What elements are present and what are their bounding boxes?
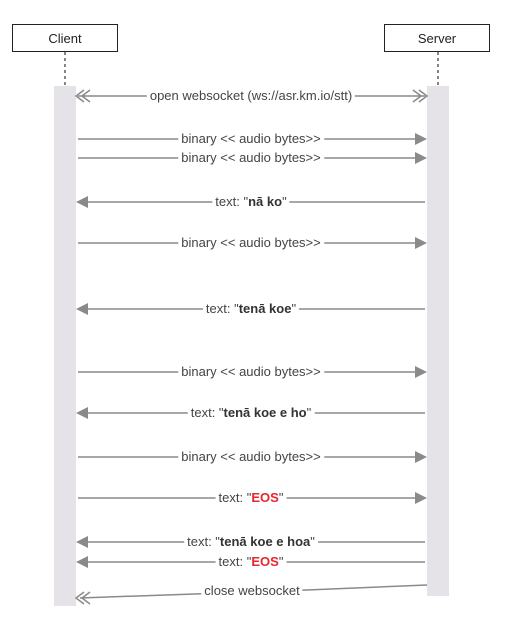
- message-label-5: text: "tenā koe": [202, 301, 300, 317]
- server-lifeline: [427, 86, 449, 596]
- async-arrowhead-0: [418, 89, 429, 103]
- message-label-prefix: binary << audio bytes>>: [181, 131, 321, 146]
- message-line-12: [306, 584, 428, 591]
- message-label-prefix: text: ": [187, 534, 220, 549]
- message-label-12: close websocket: [201, 583, 303, 599]
- message-label-prefix: binary << audio bytes>>: [181, 449, 321, 464]
- message-label-prefix: text: ": [190, 405, 224, 420]
- arrowhead-2: [415, 152, 427, 164]
- server-participant-box: Server: [384, 24, 490, 52]
- message-label-11: text: "EOS": [215, 554, 287, 570]
- async-arrowhead-12: [80, 591, 91, 605]
- arrowhead-3: [76, 196, 88, 208]
- message-label-prefix: close websocket: [204, 583, 300, 598]
- server-label: Server: [417, 30, 457, 46]
- client-label: Client: [48, 30, 82, 46]
- arrowhead-9: [415, 492, 427, 504]
- message-label-suffix: ": [291, 301, 297, 316]
- message-label-8: binary << audio bytes>>: [178, 449, 324, 465]
- message-label-prefix: open websocket (ws://asr.km.io/stt): [149, 88, 353, 103]
- message-label-4: binary << audio bytes>>: [178, 235, 324, 251]
- arrowhead-11: [76, 556, 88, 568]
- arrowhead-10: [76, 536, 88, 548]
- message-label-suffix: ": [306, 405, 312, 420]
- arrowhead-4: [415, 237, 427, 249]
- message-label-9: text: "EOS": [215, 490, 287, 506]
- message-label-bold-text: tenā koe e hoa: [219, 534, 311, 549]
- message-label-prefix: binary << audio bytes>>: [181, 235, 321, 250]
- message-label-2: binary << audio bytes>>: [178, 150, 324, 166]
- message-label-6: binary << audio bytes>>: [178, 364, 324, 380]
- message-label-prefix: text: ": [205, 301, 239, 316]
- message-label-3: text: "nā ko": [212, 194, 290, 210]
- message-label-suffix: ": [278, 490, 284, 505]
- message-label-eos-text: EOS: [251, 490, 279, 505]
- message-label-prefix: text: ": [218, 490, 252, 505]
- async-arrowhead-12: [74, 591, 85, 605]
- message-label-bold-text: tenā koe e ho: [223, 405, 307, 420]
- message-label-suffix: ": [282, 194, 287, 209]
- message-label-bold-text: tenā koe: [238, 301, 292, 316]
- message-label-bold-text: nā ko: [248, 194, 283, 209]
- async-arrowhead-0: [412, 89, 423, 103]
- message-label-eos-text: EOS: [251, 554, 279, 569]
- async-arrowhead-0: [74, 89, 85, 103]
- arrowhead-6: [415, 366, 427, 378]
- arrowhead-1: [415, 133, 427, 145]
- arrowhead-8: [415, 451, 427, 463]
- message-label-0: open websocket (ws://asr.km.io/stt): [146, 88, 356, 104]
- message-label-1: binary << audio bytes>>: [178, 131, 324, 147]
- message-label-7: text: "tenā koe e ho": [187, 405, 315, 421]
- message-label-prefix: text: ": [218, 554, 252, 569]
- arrowhead-5: [76, 303, 88, 315]
- arrowhead-7: [76, 407, 88, 419]
- message-label-suffix: ": [310, 534, 315, 549]
- async-arrowhead-0: [80, 89, 91, 103]
- message-label-prefix: text: ": [215, 194, 249, 209]
- message-label-prefix: binary << audio bytes>>: [181, 364, 321, 379]
- client-participant-box: Client: [12, 24, 118, 52]
- client-lifeline: [54, 86, 76, 606]
- message-label-suffix: ": [278, 554, 284, 569]
- message-label-10: text: "tenā koe e hoa": [184, 534, 318, 550]
- message-label-prefix: binary << audio bytes>>: [181, 150, 321, 165]
